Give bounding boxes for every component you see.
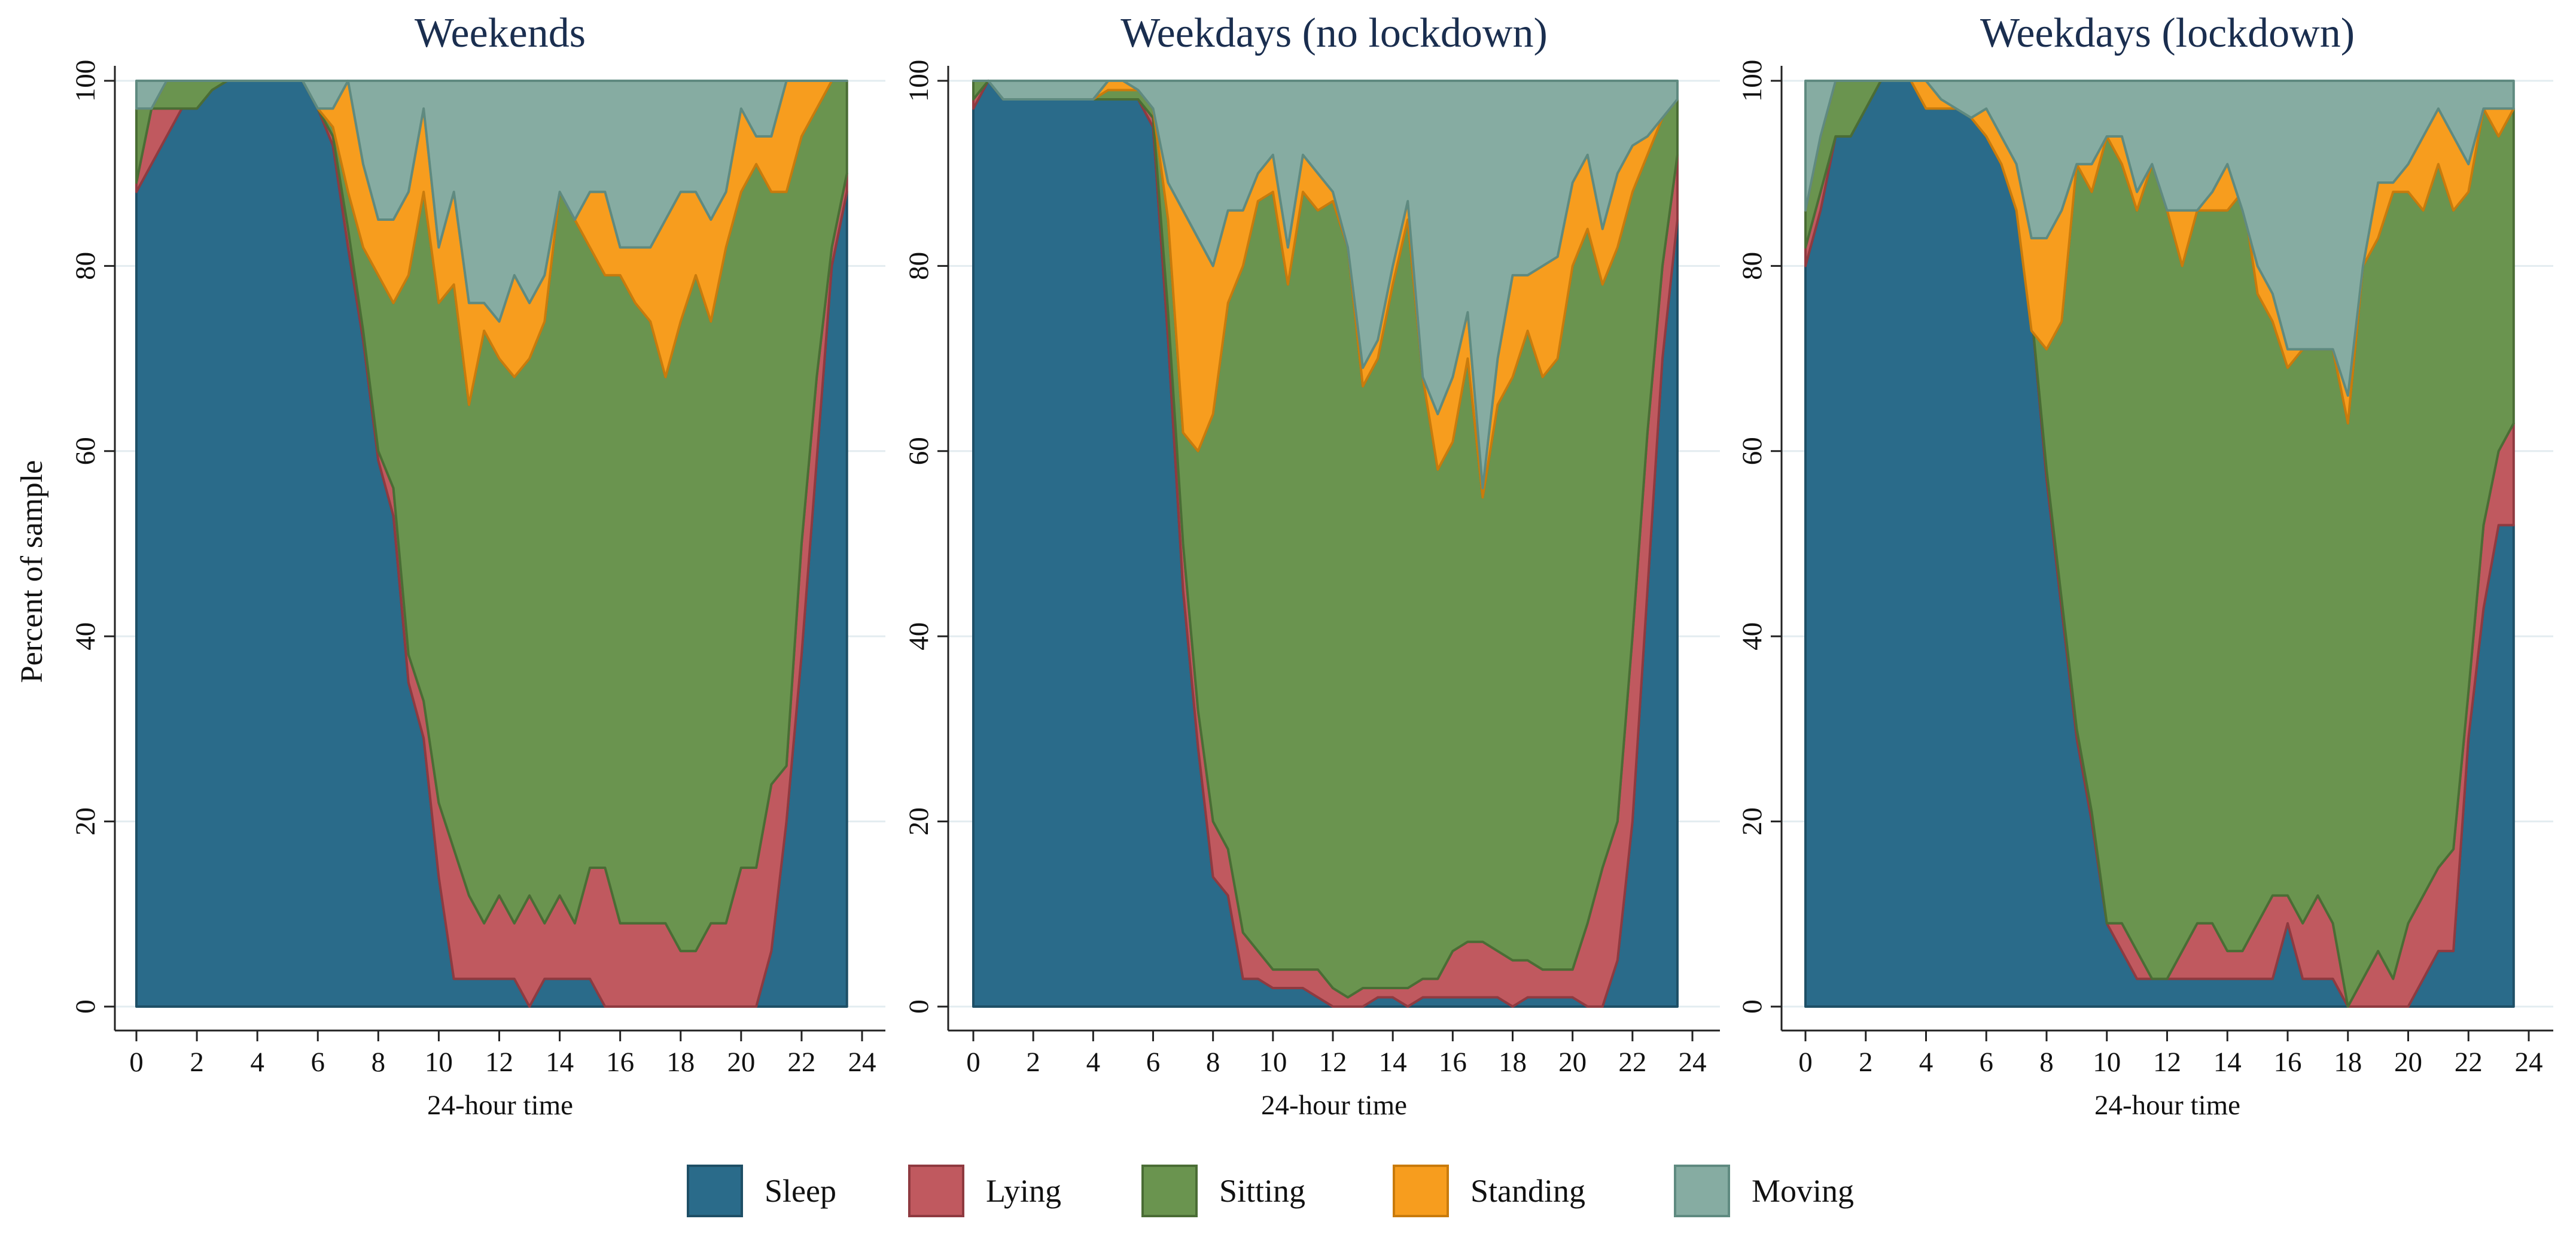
x-tick-label-20: 20 — [727, 1047, 755, 1078]
x-tick-label-2: 2 — [190, 1047, 204, 1078]
x-tick-label-22: 22 — [787, 1047, 815, 1078]
area-moving — [135, 80, 848, 323]
x-tick-label-14: 14 — [546, 1047, 574, 1078]
x-tick-label-12: 12 — [1319, 1047, 1347, 1078]
x-tick-label-6: 6 — [1980, 1047, 1994, 1078]
x-tick-label-4: 4 — [1086, 1047, 1101, 1078]
x-tick-label-18: 18 — [2334, 1047, 2362, 1078]
x-tick-label-14: 14 — [1379, 1047, 1407, 1078]
y-tick-label-40: 40 — [903, 622, 934, 651]
x-tick-label-22: 22 — [1618, 1047, 1646, 1078]
legend-swatch-sitting — [1141, 1165, 1198, 1217]
x-tick-label-24: 24 — [2515, 1047, 2543, 1078]
y-tick-label-0: 0 — [70, 999, 101, 1014]
y-tick-label-80: 80 — [903, 252, 934, 280]
legend-label-lying: Lying — [986, 1173, 1061, 1209]
x-tick-label-10: 10 — [425, 1047, 453, 1078]
x-tick-label-10: 10 — [2093, 1047, 2121, 1078]
x-tick-label-6: 6 — [1146, 1047, 1161, 1078]
area-moving — [972, 80, 1679, 490]
y-tick-label-100: 100 — [1737, 60, 1768, 102]
legend-swatch-sleep — [687, 1165, 743, 1217]
y-tick-label-20: 20 — [70, 807, 101, 835]
x-tick-label-4: 4 — [250, 1047, 264, 1078]
legend: Sleep Lying Sitting Standing Moving — [687, 1165, 1854, 1217]
x-tick-label-6: 6 — [311, 1047, 325, 1078]
x-tick-label-12: 12 — [485, 1047, 513, 1078]
y-tick-label-60: 60 — [1737, 437, 1768, 465]
x-tick-label-14: 14 — [2213, 1047, 2242, 1078]
x-tick-label-0: 0 — [966, 1047, 981, 1078]
y-tick-label-60: 60 — [903, 437, 934, 465]
x-tick-label-24: 24 — [848, 1047, 876, 1078]
x-tick-label-16: 16 — [606, 1047, 634, 1078]
legend-swatch-lying — [908, 1165, 964, 1217]
legend-label-sitting: Sitting — [1219, 1173, 1305, 1209]
legend-item-moving: Moving — [1674, 1165, 1854, 1217]
y-tick-label-20: 20 — [903, 807, 934, 835]
y-tick-label-80: 80 — [70, 252, 101, 280]
legend-swatch-moving — [1674, 1165, 1730, 1217]
y-tick-label-100: 100 — [903, 60, 934, 102]
legend-item-sleep: Sleep — [687, 1165, 836, 1217]
x-tick-label-12: 12 — [2153, 1047, 2181, 1078]
x-tick-label-0: 0 — [1798, 1047, 1813, 1078]
panel-title: Weekends — [415, 10, 586, 56]
legend-label-sleep: Sleep — [765, 1173, 836, 1209]
x-tick-label-4: 4 — [1919, 1047, 1933, 1078]
legend-swatch-standing — [1393, 1165, 1449, 1217]
legend-item-lying: Lying — [908, 1165, 1061, 1217]
x-tick-label-20: 20 — [2394, 1047, 2422, 1078]
y-tick-label-40: 40 — [1737, 622, 1768, 651]
x-tick-label-20: 20 — [1558, 1047, 1587, 1078]
x-tick-label-8: 8 — [2039, 1047, 2054, 1078]
y-tick-label-20: 20 — [1737, 807, 1768, 835]
y-tick-label-100: 100 — [70, 60, 101, 102]
x-tick-label-16: 16 — [2274, 1047, 2302, 1078]
y-tick-label-80: 80 — [1737, 252, 1768, 280]
x-tick-label-2: 2 — [1026, 1047, 1040, 1078]
x-tick-label-8: 8 — [372, 1047, 386, 1078]
legend-label-standing: Standing — [1470, 1173, 1585, 1209]
x-tick-label-2: 2 — [1859, 1047, 1873, 1078]
panel-title: Weekdays (no lockdown) — [1120, 10, 1548, 56]
y-tick-label-40: 40 — [70, 622, 101, 651]
x-tick-label-24: 24 — [1679, 1047, 1707, 1078]
x-tick-label-8: 8 — [1206, 1047, 1220, 1078]
panel-title: Weekdays (lockdown) — [1980, 10, 2355, 56]
legend-item-standing: Standing — [1393, 1165, 1585, 1217]
legend-item-sitting: Sitting — [1141, 1165, 1305, 1217]
area-moving — [1804, 80, 2515, 397]
y-tick-label-0: 0 — [903, 999, 934, 1014]
y-tick-label-60: 60 — [70, 437, 101, 465]
y-tick-label-0: 0 — [1737, 999, 1768, 1014]
x-axis-title: 24-hour time — [427, 1090, 573, 1121]
x-tick-label-18: 18 — [666, 1047, 695, 1078]
x-tick-label-18: 18 — [1499, 1047, 1527, 1078]
x-tick-label-22: 22 — [2455, 1047, 2483, 1078]
x-axis-title: 24-hour time — [2094, 1090, 2240, 1121]
x-tick-label-10: 10 — [1259, 1047, 1287, 1078]
x-tick-label-0: 0 — [129, 1047, 144, 1078]
y-axis-title: Percent of sample — [15, 460, 49, 683]
legend-label-moving: Moving — [1752, 1173, 1854, 1209]
x-tick-label-16: 16 — [1439, 1047, 1467, 1078]
x-axis-title: 24-hour time — [1261, 1090, 1407, 1121]
